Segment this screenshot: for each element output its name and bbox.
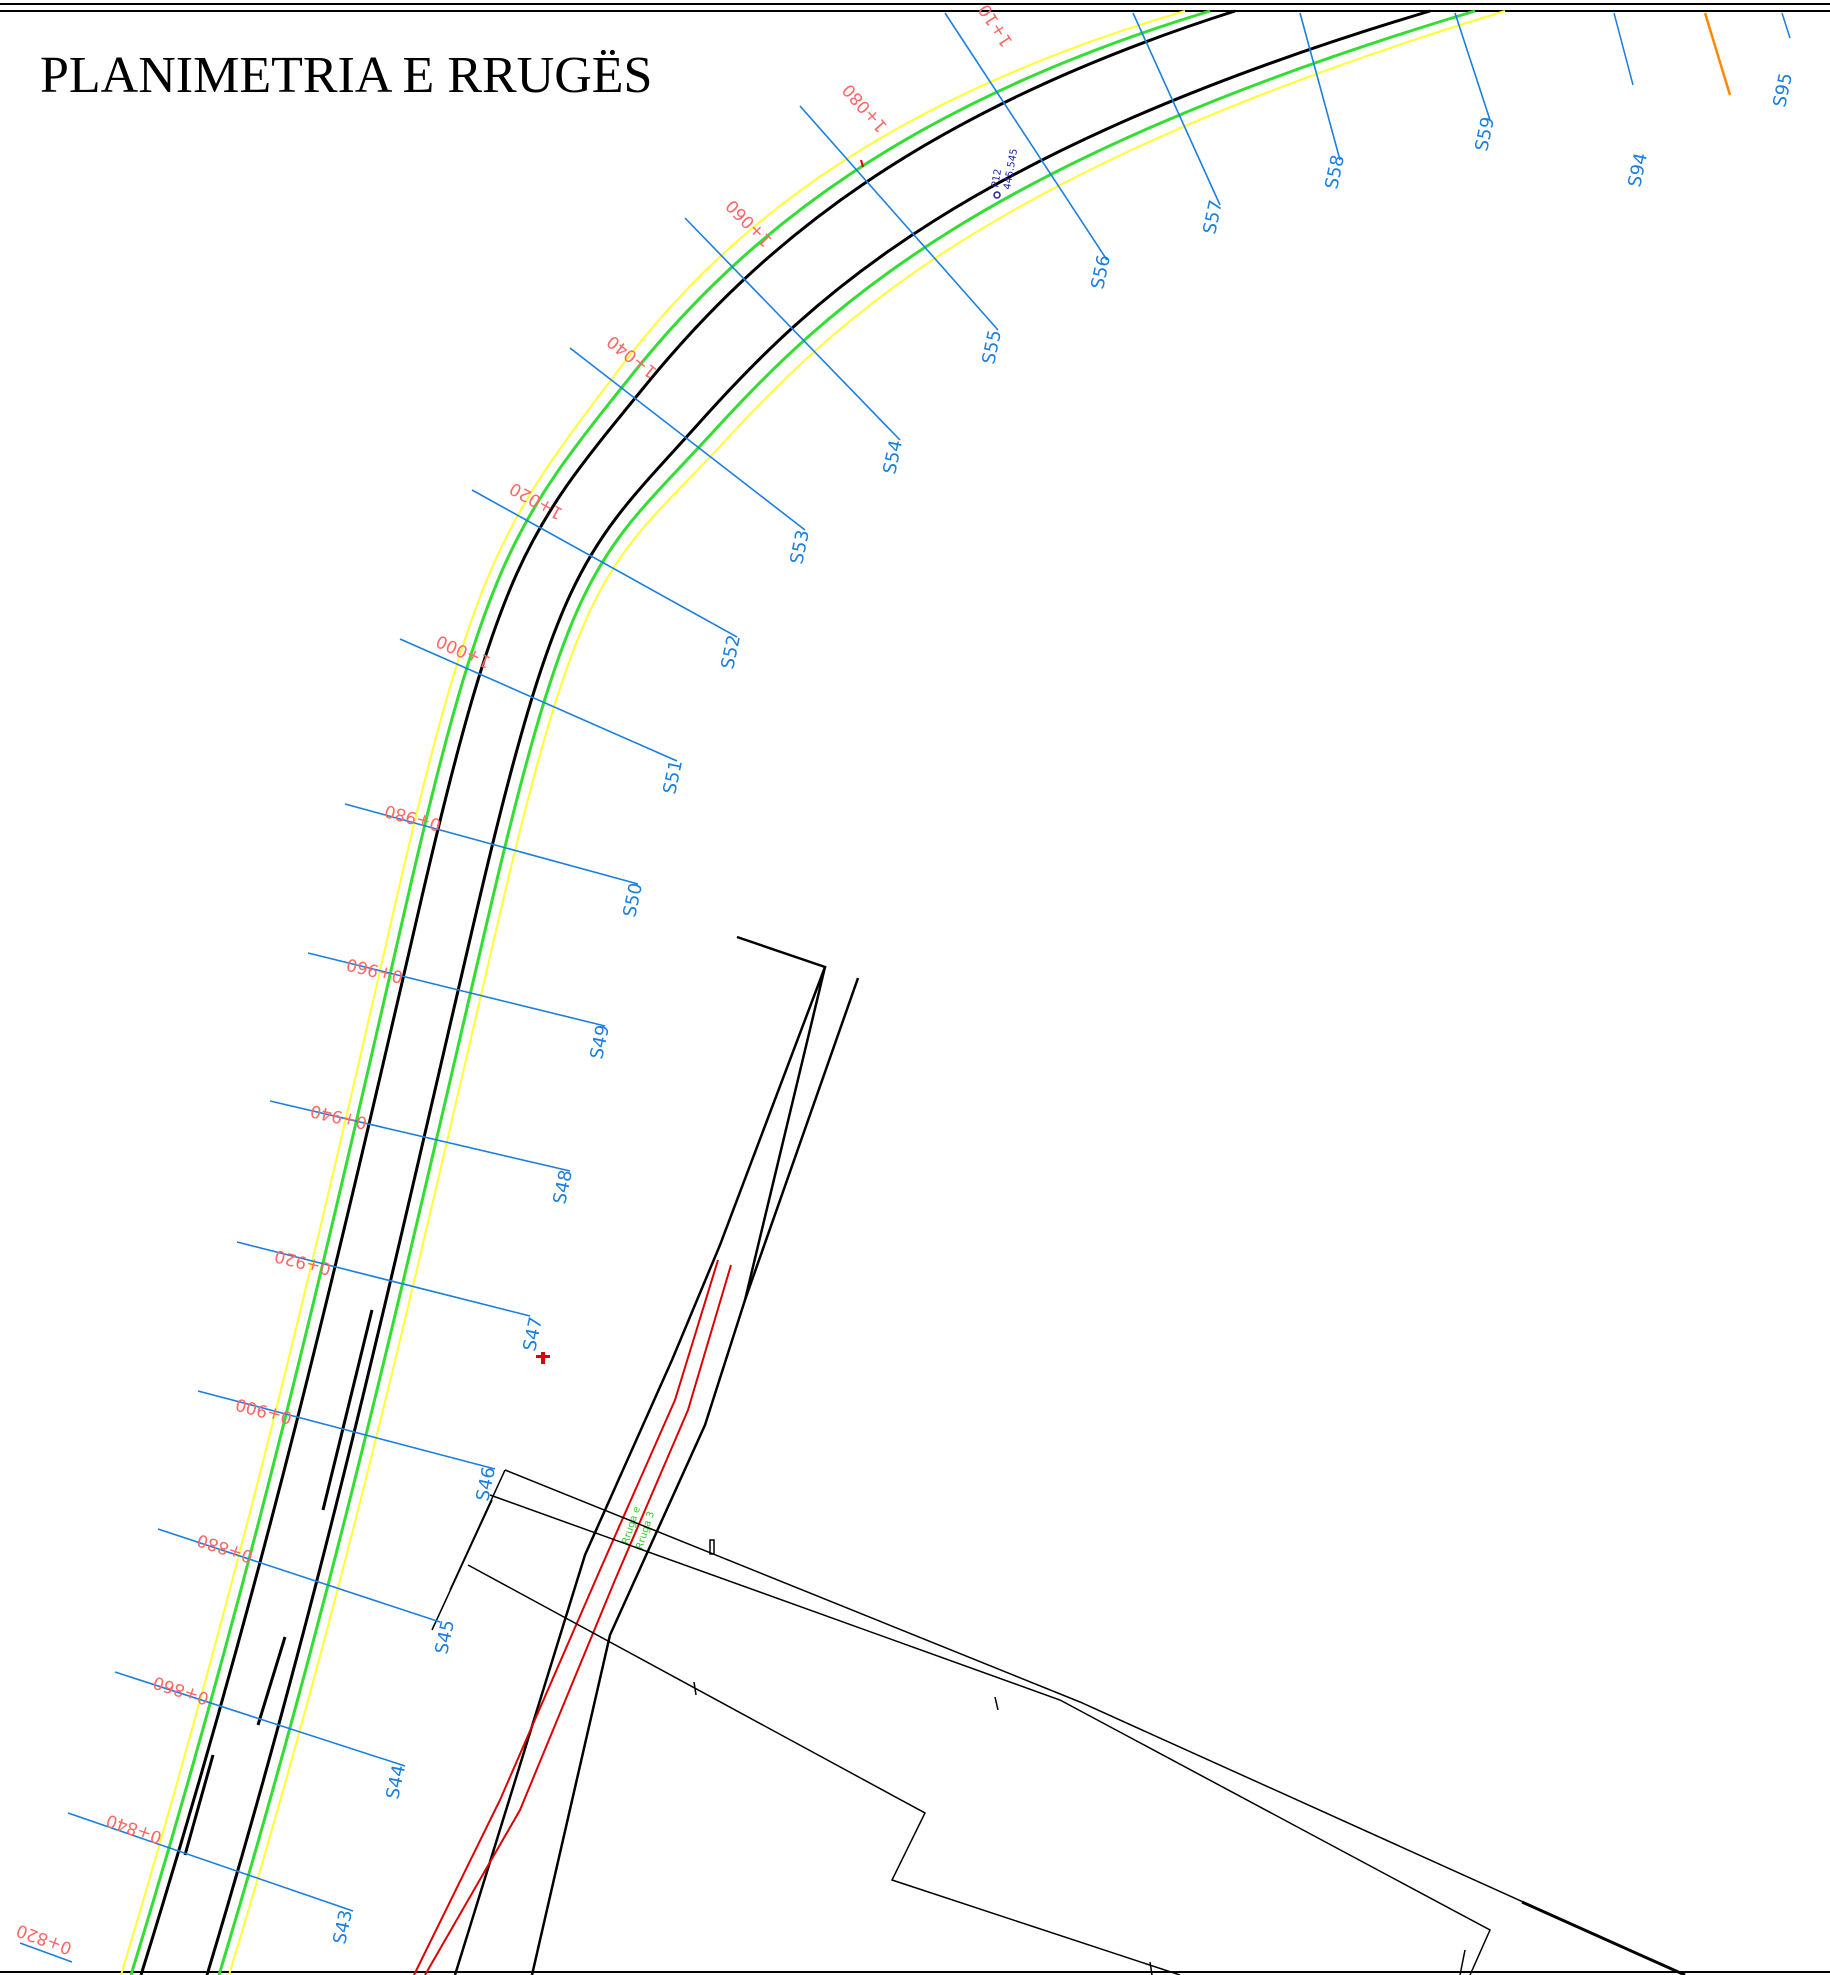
chainage-label-s46: 0+900 — [234, 1394, 295, 1428]
parcel-line-f — [1521, 1900, 1686, 1975]
s47-marker-bar — [536, 1355, 550, 1358]
red-tick — [860, 159, 864, 168]
survey-point-value: 445.545 — [1002, 148, 1020, 191]
section-line-s50 — [344, 803, 639, 885]
edge-inner-left — [129, 9, 1211, 1975]
section-label-s51: S51 — [659, 758, 687, 796]
section-label-s54: S54 — [879, 438, 907, 476]
carriageway-left — [139, 9, 1236, 1975]
drawing-title: PLANIMETRIA E RRUGËS — [40, 47, 652, 104]
existing-road-left — [453, 935, 827, 1975]
section-label-s49: S49 — [586, 1023, 614, 1061]
parcel-line-a — [504, 1469, 1686, 1975]
survey-point-id: P12 — [990, 168, 1004, 188]
center-mark — [321, 1309, 374, 1511]
section-label-s47: S47 — [519, 1315, 547, 1353]
highlight-stroke — [1703, 12, 1732, 96]
section-line-s51 — [399, 638, 678, 762]
parcel-line-g — [1459, 1949, 1466, 1975]
section-label-s58: S58 — [1321, 153, 1349, 191]
existing-road-left-2 — [743, 966, 827, 1301]
survey-point-dot — [993, 191, 1001, 199]
section-stub — [1781, 12, 1791, 39]
section-line-s44 — [114, 1671, 406, 1767]
chainage-label-s44: 0+860 — [151, 1672, 212, 1709]
edge-outer-right — [228, 10, 1506, 1975]
section-line-s58 — [1299, 12, 1341, 161]
red-edge-left — [413, 1259, 719, 1975]
section-label-s44: S44 — [382, 1763, 410, 1801]
section-line-s59 — [1454, 12, 1491, 121]
tick — [693, 1681, 697, 1696]
edge-inner-right — [217, 9, 1476, 1975]
extra-chainage-line — [19, 1942, 73, 1963]
road-alignment — [120, 9, 1506, 1975]
tick — [1149, 1961, 1153, 1975]
section-line-s56 — [944, 12, 1108, 261]
section-line-s54 — [684, 217, 901, 441]
section-label-s50: S50 — [619, 881, 647, 919]
chainage-label-s47: 0+920 — [273, 1245, 334, 1278]
section-label-s48: S48 — [549, 1168, 577, 1206]
parcel-line-b — [489, 1494, 1491, 1975]
red-edge-right — [424, 1264, 732, 1975]
section-line-s53 — [569, 347, 806, 531]
existing-road-right — [530, 977, 860, 1975]
parcel-line-e — [431, 1499, 493, 1631]
chainage-label-s51: 1+000 — [433, 630, 494, 671]
section-line-s57 — [1132, 12, 1221, 206]
section-line-s52 — [471, 489, 738, 638]
section-label-s59: S59 — [1471, 115, 1499, 153]
section-label-s94: S94 — [1624, 151, 1652, 189]
section-line-s46 — [197, 1390, 496, 1470]
section-stub — [1613, 12, 1634, 86]
chainage-label-s45: 0+880 — [195, 1529, 256, 1566]
carriageway-right — [205, 9, 1431, 1975]
section-label-s52: S52 — [717, 633, 745, 671]
section-line-s49 — [307, 952, 606, 1027]
edge-outer-left — [120, 10, 1186, 1975]
section-line-s43 — [67, 1812, 354, 1912]
existing-road-red — [413, 1259, 732, 1975]
chainage-label-s56: 1+10 — [975, 0, 1017, 50]
section-line-s47 — [236, 1241, 531, 1317]
chainage-label-s54: 1+060 — [722, 195, 776, 250]
section-line-s55 — [799, 105, 999, 331]
section-line-s45 — [157, 1528, 441, 1623]
center-mark — [183, 1754, 215, 1856]
s47-marker — [536, 1352, 550, 1364]
section-label-s57: S57 — [1199, 198, 1227, 236]
center-mark — [256, 1636, 287, 1726]
existing-road-outline — [453, 935, 860, 1975]
section-label-s43: S43 — [329, 1908, 357, 1946]
section-label-s56: S56 — [1087, 253, 1115, 291]
section-label-s95: S95 — [1769, 71, 1797, 109]
parcel-line-c — [467, 1564, 1181, 1975]
chainage-label-s49: 0+960 — [345, 953, 406, 986]
chainage-label-s55: 1+080 — [839, 80, 892, 136]
tick — [994, 1696, 999, 1711]
marker-box — [709, 1539, 715, 1555]
section-label-s55: S55 — [978, 328, 1006, 366]
survey-point: P12 445.545 — [990, 148, 1020, 199]
section-line-s48 — [269, 1100, 571, 1172]
chainage-label-s43: 0+840 — [104, 1810, 165, 1848]
parcel-lines — [431, 1469, 1686, 1975]
section-label-s53: S53 — [786, 528, 814, 566]
